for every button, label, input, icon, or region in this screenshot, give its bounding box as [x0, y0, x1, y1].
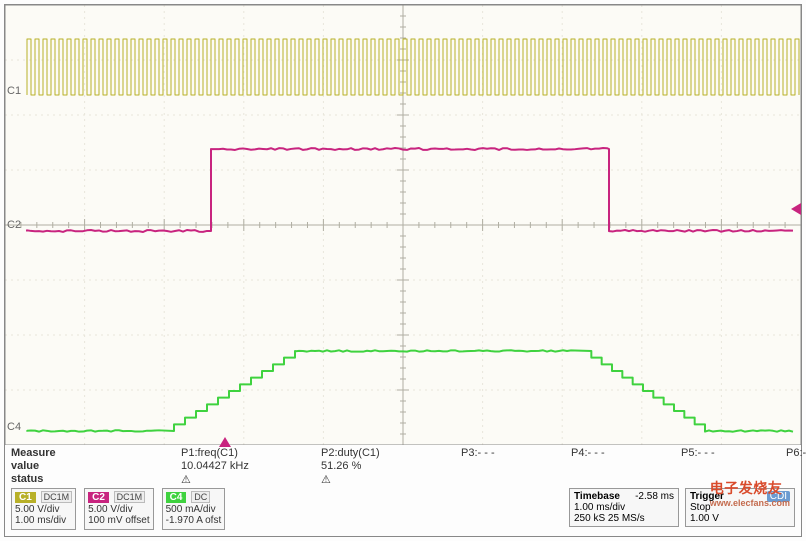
- waveform-graticule: C1 C2 C4: [5, 5, 801, 445]
- channel-label-c4: C4: [7, 421, 21, 433]
- meas-headers-cell-2: P2:duty(C1): [321, 447, 461, 459]
- c1-scale: 5.00 V/div: [15, 504, 59, 515]
- meas-values-cell-5: [681, 460, 786, 472]
- meas-status-cell-4: [571, 473, 681, 486]
- timebase-scale: 1.00 ms/div: [574, 502, 625, 513]
- timebase-box: Timebase -2.58 ms 1.00 ms/div 250 kS 25 …: [569, 488, 679, 527]
- meas-headers-cell-1: P1:freq(C1): [181, 447, 321, 459]
- trigger-time-marker: [219, 437, 231, 447]
- meas-headers-cell-3: P3:- - -: [461, 447, 571, 459]
- c2-offset: 100 mV offset: [88, 515, 150, 526]
- info-panel: MeasureP1:freq(C1)P2:duty(C1)P3:- - -P4:…: [5, 445, 801, 536]
- timebase-record: 250 kS 25 MS/s: [574, 513, 645, 524]
- oscilloscope-screenshot: C1 C2 C4 MeasureP1:freq(C1)P2:duty(C1)P3:-…: [4, 4, 802, 537]
- meas-values-cell-3: [461, 460, 571, 472]
- meas-status-cell-0: status: [11, 473, 181, 486]
- channel4-box: C4 DC 500 mA/div -1.970 A ofst: [162, 488, 226, 530]
- watermark-main: 电子发烧友: [710, 480, 783, 496]
- waveform-layer: [5, 5, 801, 445]
- c1-tag: C1: [15, 492, 36, 503]
- meas-status-cell-2: ⚠: [321, 473, 461, 486]
- trigger-box: Trigger CDI Stop 1.00 V 电子发烧友 www.elecfa…: [685, 488, 795, 527]
- meas-values-cell-1: 10.04427 kHz: [181, 460, 321, 472]
- c2-scale: 5.00 V/div: [88, 504, 132, 515]
- watermark-sub: www.elecfans.com: [710, 498, 790, 508]
- c1-offset: 1.00 ms/div: [15, 515, 66, 526]
- c1-coupling: DC1M: [41, 491, 73, 503]
- timebase-title: Timebase: [574, 491, 620, 502]
- measure-value-row: value10.04427 kHz51.26 %: [11, 460, 795, 472]
- channel-label-c2: C2: [7, 219, 21, 231]
- meas-headers-cell-4: P4:- - -: [571, 447, 681, 459]
- meas-values-cell-2: 51.26 %: [321, 460, 461, 472]
- meas-values-cell-6: [786, 460, 806, 472]
- trigger-line2: Stop: [690, 502, 711, 513]
- meas-values-cell-4: [571, 460, 681, 472]
- trigger-level-marker: [791, 203, 801, 215]
- channel2-box: C2 DC1M 5.00 V/div 100 mV offset: [84, 488, 154, 530]
- footer-row: C1 DC1M 5.00 V/div 1.00 ms/div C2 DC1M 5…: [11, 488, 795, 530]
- meas-status-cell-1: ⚠: [181, 473, 321, 486]
- meas-status-cell-3: [461, 473, 571, 486]
- meas-headers-cell-6: P6:- - -: [786, 447, 806, 459]
- c4-scale: 500 mA/div: [166, 504, 216, 515]
- c2-coupling: DC1M: [114, 491, 146, 503]
- channel1-box: C1 DC1M 5.00 V/div 1.00 ms/div: [11, 488, 76, 530]
- c2-tag: C2: [88, 492, 109, 503]
- channel-label-c1: C1: [7, 85, 21, 97]
- timebase-delay: -2.58 ms: [635, 491, 674, 502]
- trigger-line3: 1.00 V: [690, 513, 719, 524]
- measure-status-row: status⚠⚠: [11, 473, 795, 486]
- measure-header-row: MeasureP1:freq(C1)P2:duty(C1)P3:- - -P4:…: [11, 447, 795, 459]
- right-info-boxes: Timebase -2.58 ms 1.00 ms/div 250 kS 25 …: [569, 488, 795, 527]
- meas-headers-cell-0: Measure: [11, 447, 181, 459]
- c4-coupling: DC: [191, 491, 210, 503]
- watermark: 电子发烧友 www.elecfans.com: [710, 478, 790, 508]
- c4-tag: C4: [166, 492, 187, 503]
- meas-values-cell-0: value: [11, 460, 181, 472]
- c4-offset: -1.970 A ofst: [166, 515, 222, 526]
- meas-headers-cell-5: P5:- - -: [681, 447, 786, 459]
